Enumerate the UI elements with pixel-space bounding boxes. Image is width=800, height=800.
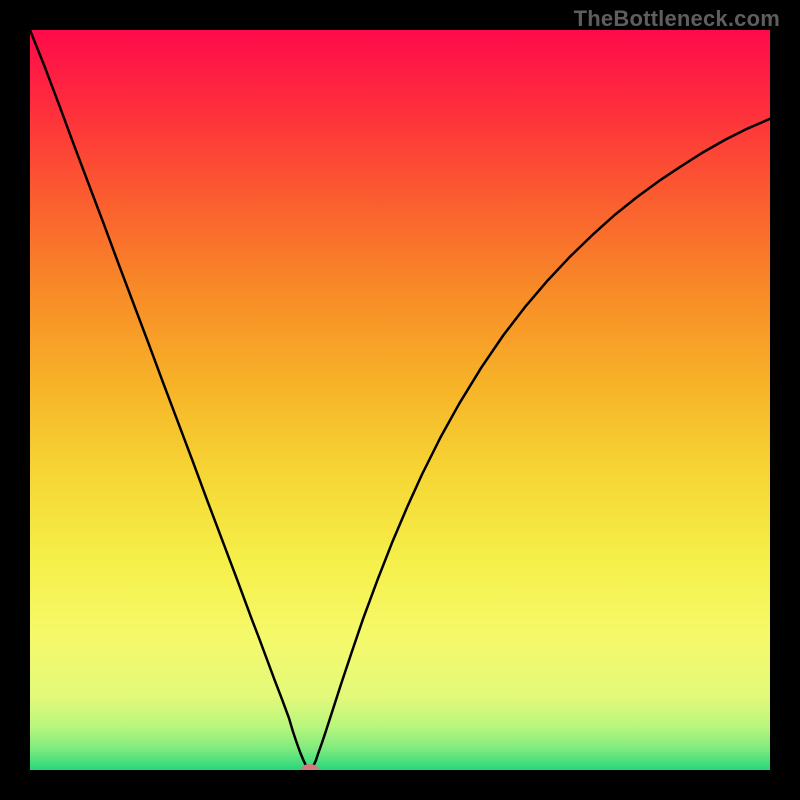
- watermark-text: TheBottleneck.com: [574, 6, 780, 32]
- bottleneck-curve: [30, 30, 770, 770]
- curve-layer: [30, 30, 770, 770]
- chart-frame: TheBottleneck.com: [0, 0, 800, 800]
- minimum-marker: [301, 764, 319, 770]
- plot-area: [30, 30, 770, 770]
